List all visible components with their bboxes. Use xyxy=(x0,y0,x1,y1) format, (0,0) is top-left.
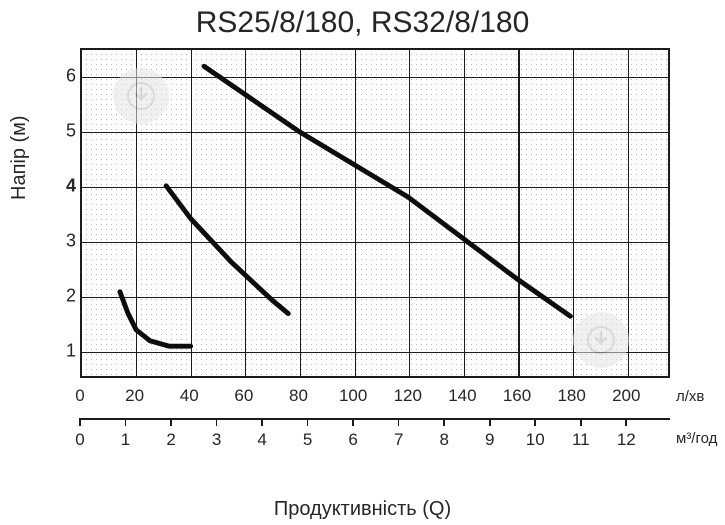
x-tick-label: 60 xyxy=(234,386,253,406)
x-tick-label: 40 xyxy=(180,386,199,406)
x-tick-label: 160 xyxy=(503,386,531,406)
curve-low xyxy=(120,292,191,346)
x-tick-label: 20 xyxy=(125,386,144,406)
x2-tick-label: 3 xyxy=(212,430,221,450)
curves-svg xyxy=(82,50,668,376)
x-tick-label: 120 xyxy=(394,386,422,406)
x-axis-label: Продуктивність (Q) xyxy=(0,498,725,521)
x2-tick-label: 10 xyxy=(526,430,545,450)
x2-tick-label: 7 xyxy=(394,430,403,450)
y-tick-label: 4 xyxy=(50,175,76,196)
y-axis-label: Напір (м) xyxy=(8,115,31,200)
y-tick-label: 1 xyxy=(50,340,76,361)
chart-container: RS25/8/180, RS32/8/180 Напір (м) 123456 xyxy=(0,0,725,525)
x-tick-label: 180 xyxy=(557,386,585,406)
x-tick-label: 100 xyxy=(339,386,367,406)
x2-tick-label: 11 xyxy=(572,430,590,450)
plot-frame xyxy=(80,48,670,378)
x2-tick-label: 1 xyxy=(121,430,130,450)
chart-title: RS25/8/180, RS32/8/180 xyxy=(0,6,725,40)
x-tick-label: 140 xyxy=(448,386,476,406)
x-tick-label: 0 xyxy=(75,386,84,406)
y-tick-label: 5 xyxy=(50,120,76,141)
y-tick-label: 6 xyxy=(50,65,76,86)
x2-tick-label: 9 xyxy=(485,430,494,450)
x-secondary-unit: м³/год xyxy=(676,430,717,447)
y-tick-label: 3 xyxy=(50,230,76,251)
y-tick-label: 2 xyxy=(50,285,76,306)
plot-area: 123456 xyxy=(80,48,670,378)
x2-tick-label: 2 xyxy=(166,430,175,450)
curve-high xyxy=(204,66,570,316)
x-primary-unit: л/хв xyxy=(676,388,704,405)
x-tick-label: 200 xyxy=(612,386,640,406)
x2-tick-label: 4 xyxy=(257,430,266,450)
curve-mid xyxy=(166,186,288,314)
x2-tick-label: 0 xyxy=(75,430,84,450)
x2-tick-label: 5 xyxy=(303,430,312,450)
x2-tick-label: 6 xyxy=(348,430,357,450)
x-tick-label: 80 xyxy=(289,386,308,406)
x2-tick-label: 8 xyxy=(439,430,448,450)
x2-tick-label: 12 xyxy=(617,430,636,450)
